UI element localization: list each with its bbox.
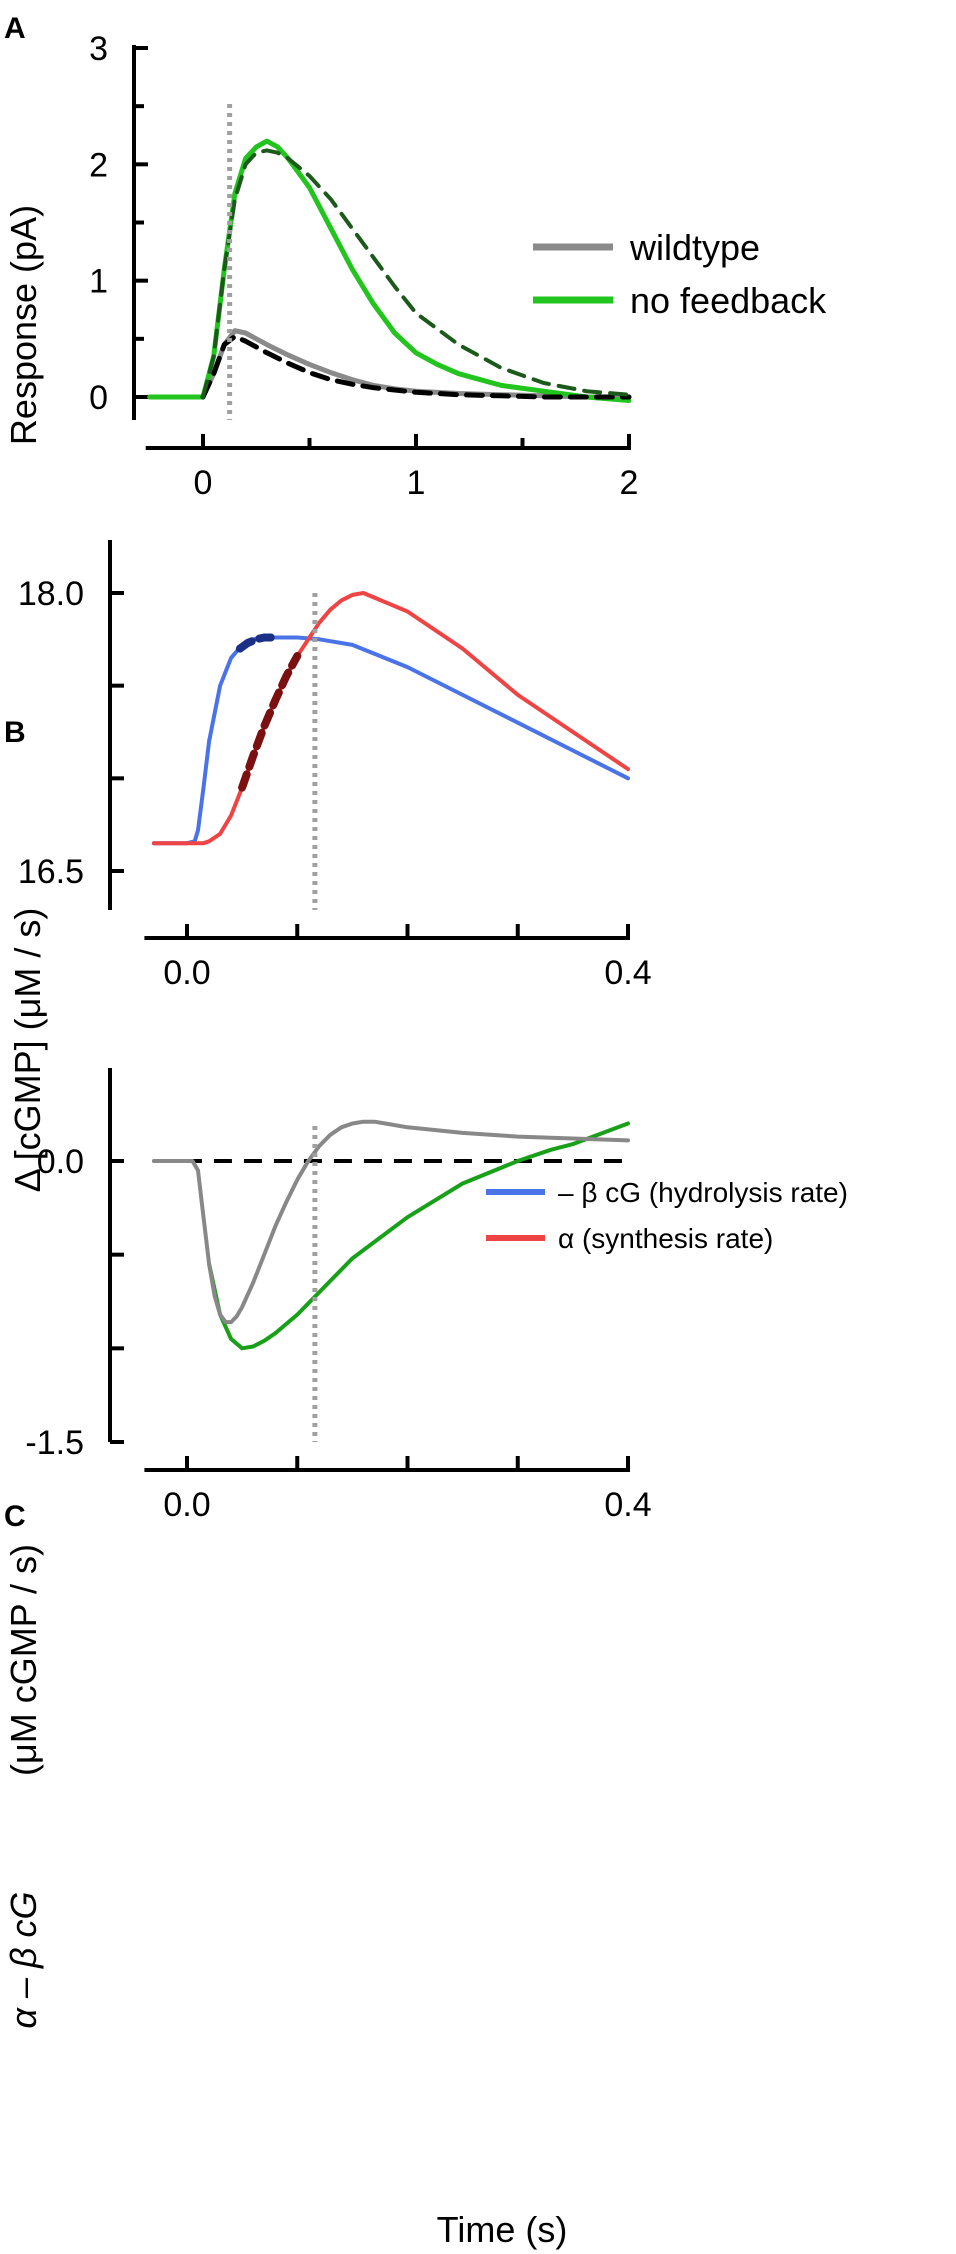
series-wildtype-fit <box>200 334 632 400</box>
panel-c-ylabel-math: α – β cG <box>3 1891 44 2028</box>
panel-b-axes: 16.5 18.0 0.0 0.4 <box>18 540 652 992</box>
panel-a-legend: wildtype no feedback <box>533 227 827 321</box>
x-tick-label: 0.4 <box>604 954 651 992</box>
panel-b-letter: B <box>4 716 26 749</box>
legend-label-synthesis: α (synthesis rate) <box>558 1223 773 1254</box>
series-no-feedback <box>207 1121 630 1351</box>
panel-b-series <box>151 591 630 910</box>
panel-c-axes: -1.5 0.0 0.0 0.4 <box>25 1068 652 1524</box>
series-cg-hydrolysis-rate <box>151 635 630 846</box>
panel-a-series <box>147 104 632 420</box>
y-tick-label: -1.5 <box>25 1424 84 1462</box>
panel-b-legend: – β cG (hydrolysis rate) α (synthesis ra… <box>486 1177 848 1254</box>
x-tick-label: 0.0 <box>163 1486 210 1524</box>
series-hydrolysis-fit <box>235 633 275 653</box>
series-synthesis-rate <box>151 591 630 846</box>
panel-c-letter: C <box>4 1500 26 1533</box>
x-tick-label: 1 <box>407 464 426 502</box>
y-tick-label: 3 <box>89 30 108 68</box>
panel-b-ylabel: Δ [cGMP] (μM / s) <box>7 908 48 1193</box>
x-tick-label: 0.4 <box>604 1486 651 1524</box>
legend-label-no-feedback: no feedback <box>630 280 827 321</box>
panel-b: B Δ [cGMP] (μM / s) 16.5 18.0 0.0 0.4 – β c… <box>4 540 848 1254</box>
panel-a-axes: 0 1 2 3 0 1 2 <box>89 30 638 502</box>
series-synthesis-fit <box>238 652 302 792</box>
y-tick-label: 18.0 <box>18 575 84 613</box>
y-tick-label: 16.5 <box>18 853 84 891</box>
panel-a: A Response (pA) 0 1 2 3 0 1 2 wildtype no feed… <box>3 12 827 502</box>
y-tick-label: 0.0 <box>37 1143 84 1181</box>
legend-label-wildtype: wildtype <box>629 227 760 268</box>
panel-a-ylabel: Response (pA) <box>3 205 44 445</box>
y-tick-label: 2 <box>89 146 108 184</box>
y-tick-label: 1 <box>89 263 108 301</box>
panel-c-xlabel: Time (s) <box>437 2209 568 2250</box>
series-no-feedback-fit <box>201 148 631 399</box>
series-no-feedback <box>147 138 632 403</box>
panel-c-ylabel-units: (μM cGMP / s) <box>3 1544 44 1776</box>
y-tick-label: 0 <box>89 379 108 417</box>
panel-c: C α – β cG (μM cGMP / s) Time (s) -1.5 0.… <box>3 1068 652 2250</box>
panel-c-series <box>151 1119 630 1442</box>
legend-label-hydrolysis: – β cG (hydrolysis rate) <box>558 1177 848 1208</box>
x-tick-label: 2 <box>620 464 639 502</box>
x-tick-label: 0 <box>194 464 213 502</box>
x-tick-label: 0.0 <box>163 954 210 992</box>
series-wildtype <box>151 1119 630 1325</box>
panel-a-letter: A <box>4 12 26 45</box>
